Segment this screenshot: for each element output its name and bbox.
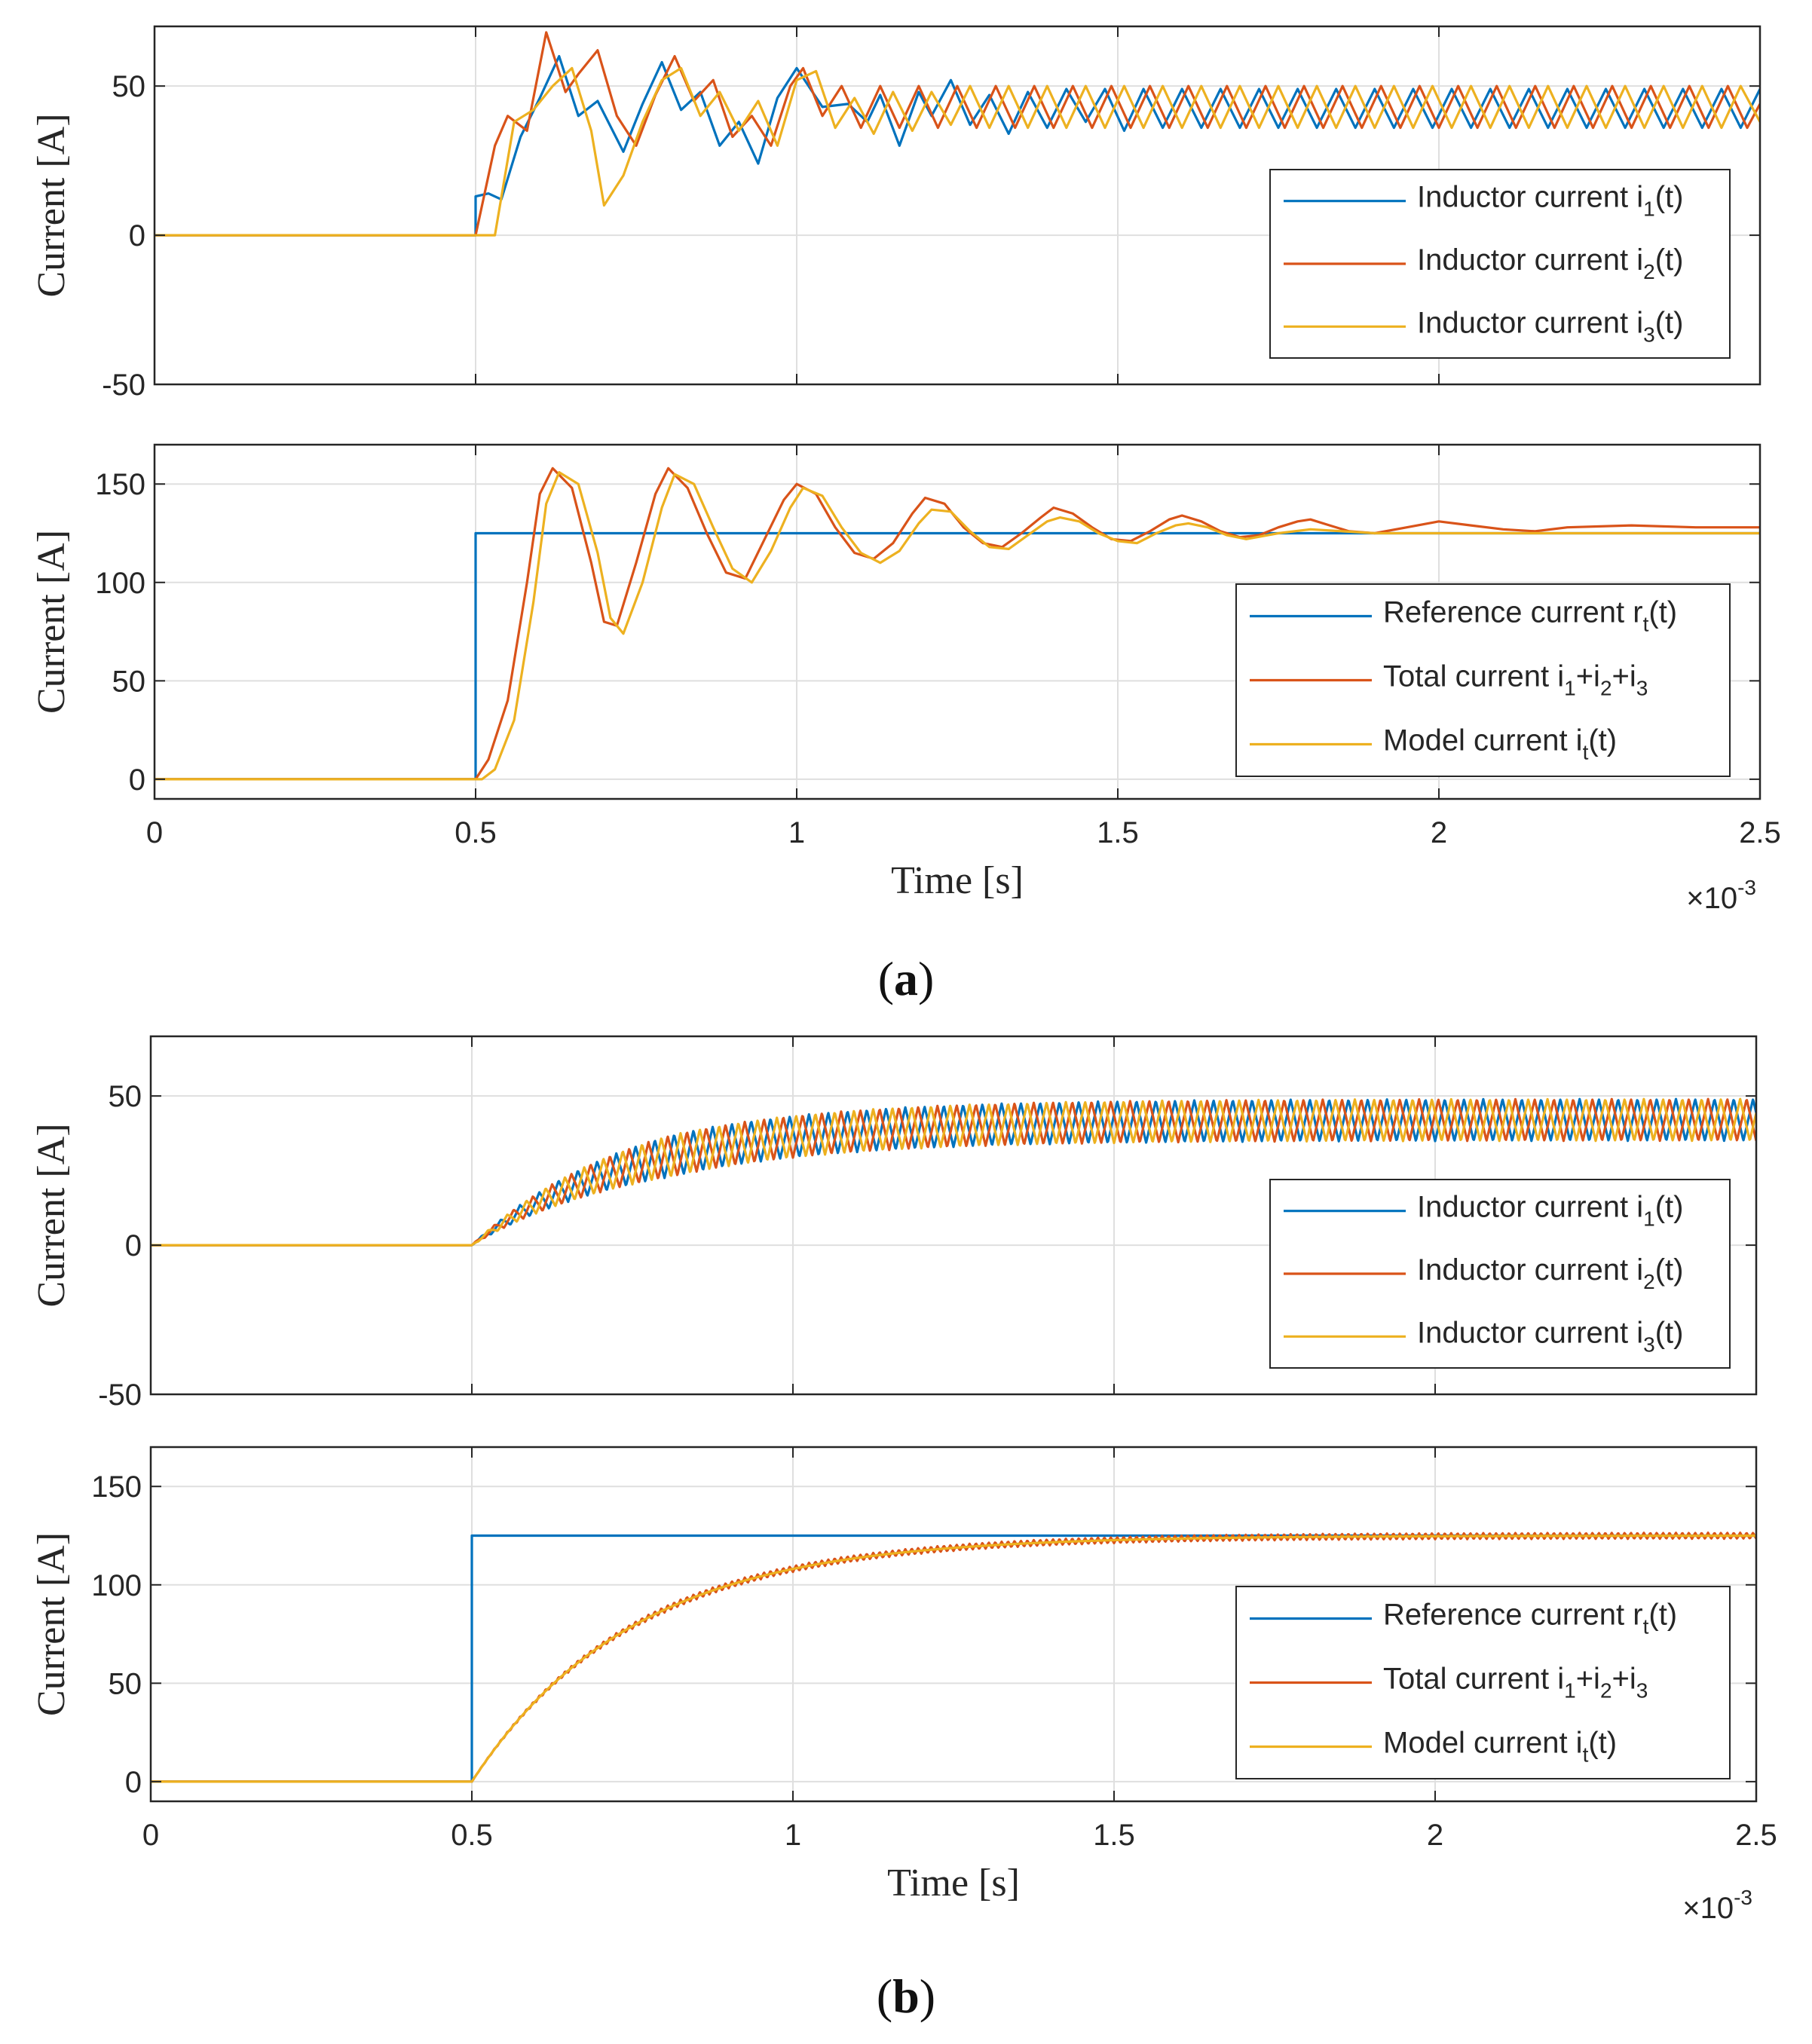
y-tick-label: -50 <box>102 369 145 402</box>
x-tick-label: 1 <box>785 1819 801 1852</box>
legend-entry: Total current i1+i2+i3 <box>1383 1663 1648 1703</box>
y-tick-label: 100 <box>95 567 145 600</box>
axes-frame <box>149 1035 1758 1396</box>
panel-b-label: (b) <box>877 1969 935 2023</box>
y-axis-label: Current [A] <box>30 1532 73 1716</box>
legend-entry: Reference current rt(t) <box>1383 596 1677 636</box>
legend-entry: Inductor current i2(t) <box>1417 243 1683 283</box>
x-tick-label: 0.5 <box>455 816 497 849</box>
legend: Inductor current i1(t) Inductor current i… <box>1269 169 1731 359</box>
legend-entry: Inductor current i3(t) <box>1417 306 1683 346</box>
x-tick-label: 2 <box>1427 1819 1443 1852</box>
x-tick-label: 2.5 <box>1739 816 1781 849</box>
y-tick-label: 150 <box>95 468 145 501</box>
legend-entry: Total current i1+i2+i3 <box>1383 660 1648 700</box>
y-tick-label: 50 <box>109 1080 142 1113</box>
x-tick-label: 0.5 <box>451 1819 493 1852</box>
y-axis-label: Current [A] <box>30 1123 73 1307</box>
x-tick-label: 0 <box>146 816 163 849</box>
x-tick-label: 0 <box>142 1819 159 1852</box>
x-tick-label: 2 <box>1431 816 1447 849</box>
series-line-yellow <box>155 66 1760 237</box>
y-tick-label: 100 <box>91 1569 142 1602</box>
legend-entry: Inductor current i2(t) <box>1417 1253 1683 1293</box>
x-tick-label: 1.5 <box>1097 816 1139 849</box>
x-tick-label: 2.5 <box>1735 1819 1777 1852</box>
legend: Reference current rt(t) Total current i1+… <box>1235 1586 1731 1779</box>
legend-entry: Inductor current i1(t) <box>1417 1191 1683 1231</box>
legend-entry: Inductor current i1(t) <box>1417 181 1683 221</box>
series-group <box>155 467 1760 781</box>
series-line-orange <box>155 31 1760 237</box>
y-axis-label: Current [A] <box>30 113 73 297</box>
y-tick-label: 150 <box>91 1470 142 1504</box>
legend: Reference current rt(t) Total current i1+… <box>1235 583 1731 777</box>
x-exponent-b: ×10-3 <box>1682 1886 1752 1925</box>
panel-a-label: (a) <box>878 952 935 1005</box>
legend-entry: Inductor current i3(t) <box>1417 1316 1683 1356</box>
y-tick-label: 0 <box>129 219 145 252</box>
series-line-yellow <box>151 1097 1756 1247</box>
legend-entry: Reference current rt(t) <box>1383 1599 1677 1639</box>
legend-entry: Model current it(t) <box>1383 724 1617 764</box>
x-tick-label: 1.5 <box>1093 1819 1135 1852</box>
series-line-yellow <box>155 471 1760 781</box>
axes-frame <box>153 443 1761 800</box>
y-tick-label: -50 <box>98 1378 142 1412</box>
series-group <box>155 31 1760 237</box>
legend-entry: Model current it(t) <box>1383 1727 1617 1767</box>
chart-b-bottom: 0 50 100 150 0 0.5 1 1.5 2 2.5 Current [A] Time [s]… <box>30 1446 1777 1905</box>
series-group <box>151 1097 1756 1247</box>
y-tick-label: 0 <box>125 1229 142 1262</box>
y-tick-label: 0 <box>125 1766 142 1799</box>
axes-frame <box>153 25 1761 386</box>
legend: Inductor current i1(t) Inductor current i… <box>1269 1179 1731 1369</box>
series-group <box>151 1531 1756 1783</box>
y-tick-label: 50 <box>109 1667 142 1700</box>
series-line-yellow <box>151 1535 1756 1783</box>
axes-frame <box>149 1446 1758 1803</box>
y-tick-label: 50 <box>112 70 146 103</box>
y-axis-label: Current [A] <box>30 530 73 714</box>
x-axis-label: Time [s] <box>891 859 1024 902</box>
y-tick-label: 50 <box>112 665 146 698</box>
y-tick-label: 0 <box>129 763 145 797</box>
x-tick-label: 1 <box>788 816 805 849</box>
x-exponent-a: ×10-3 <box>1686 876 1756 915</box>
x-axis-label: Time [s] <box>887 1862 1020 1905</box>
chart-a-bottom: 0 50 100 150 0 0.5 1 1.5 2 2.5 Current [A] Time [s]… <box>30 443 1781 902</box>
